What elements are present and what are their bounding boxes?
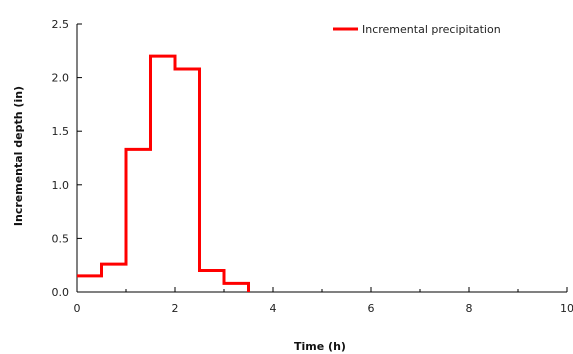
y-axis: 0.0 0.5 1.0 1.5 2.0 2.5	[52, 18, 82, 299]
y-tick-label: 2.5	[52, 18, 70, 31]
x-tick-label: 0	[74, 302, 81, 315]
x-axis-title: Time (h)	[294, 340, 346, 353]
y-tick-label: 0.5	[52, 232, 70, 245]
x-axis: 0 2 4 6 8 10	[74, 287, 573, 315]
y-tick-label: 2.0	[52, 72, 70, 85]
y-tick-label: 0.0	[52, 286, 70, 299]
series-line	[77, 54, 250, 292]
x-tick-label: 6	[368, 302, 375, 315]
x-tick-label: 10	[560, 302, 573, 315]
series-layer	[77, 54, 250, 292]
y-tick-label: 1.5	[52, 125, 70, 138]
y-axis-title: Incremental depth (in)	[12, 86, 25, 226]
y-tick-label: 1.0	[52, 179, 70, 192]
x-tick-label: 4	[270, 302, 277, 315]
x-tick-label: 2	[172, 302, 179, 315]
x-tick-label: 8	[466, 302, 473, 315]
legend: Incremental precipitation	[333, 23, 501, 36]
legend-label: Incremental precipitation	[362, 23, 501, 36]
